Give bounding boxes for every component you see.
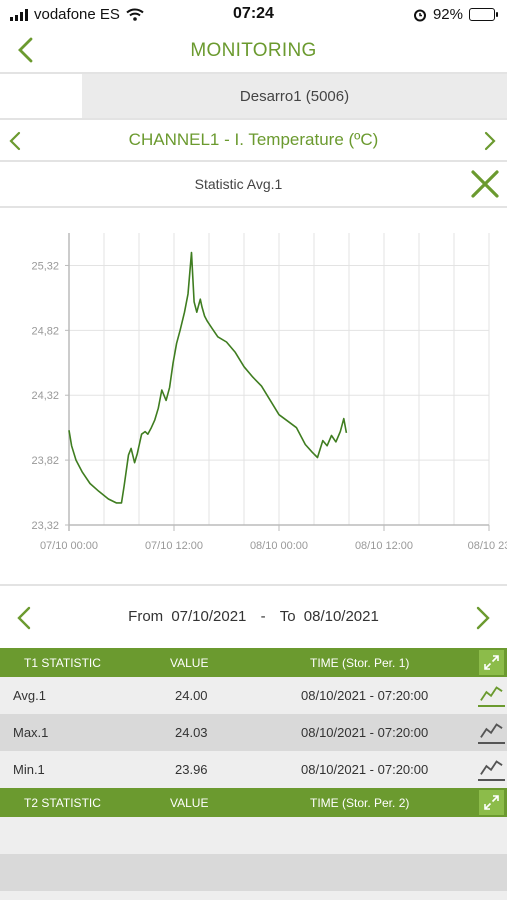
next-channel-icon[interactable]: [483, 131, 497, 151]
y-tick-label: 24,32: [31, 390, 59, 402]
chart: 25,32 24,82 24,32 23,82 23,32 07/10 00:00 07/1…: [0, 208, 507, 583]
channel-label: CHANNEL1 - I. Temperature (ºC): [128, 130, 379, 149]
statistic-label: Statistic Avg.1: [194, 176, 283, 192]
battery-icon: [469, 8, 498, 21]
page-title: MONITORING: [190, 40, 317, 61]
from-date[interactable]: 07/10/2021: [171, 608, 247, 625]
data-series-line: [68, 251, 348, 504]
from-label: From: [128, 608, 164, 625]
row-name: Max.1: [13, 725, 49, 740]
y-tick-label: 24,82: [31, 325, 59, 337]
table-row[interactable]: Avg.1 24.00 08/10/2021 - 07:20:00: [0, 677, 507, 714]
row-name: Avg.1: [13, 688, 47, 703]
table-row[interactable]: Min.1 23.96 08/10/2021 - 07:20:00: [0, 751, 507, 788]
signal-icon: [10, 8, 28, 21]
x-tick-label: 08/10 23: [468, 540, 507, 552]
t1-expand-button[interactable]: [479, 650, 504, 675]
range-separator: -: [260, 608, 266, 625]
table-row[interactable]: Max.1 24.03 08/10/2021 - 07:20:00: [0, 714, 507, 751]
t1-header-time: TIME (Stor. Per. 1): [310, 656, 410, 670]
table-row: [0, 854, 507, 891]
row-time: 08/10/2021 - 07:20:00: [301, 725, 429, 740]
row-value: 24.00: [175, 688, 208, 703]
channel-selector: CHANNEL1 - I. Temperature (ºC): [0, 120, 507, 162]
nav-header: MONITORING: [0, 30, 507, 72]
prev-date-icon[interactable]: [16, 606, 32, 630]
x-tick-label: 08/10 00:00: [250, 540, 308, 552]
t2-table-header: T2 STATISTIC VALUE TIME (Stor. Per. 2): [0, 788, 507, 817]
x-tick-label: 07/10 00:00: [40, 540, 98, 552]
carrier-name: vodafone ES: [34, 6, 120, 23]
device-selector-fill: [82, 74, 507, 118]
status-right: 92%: [413, 6, 498, 23]
expand-icon: [484, 655, 499, 670]
device-selector[interactable]: Desarro1 (5006): [0, 72, 507, 120]
to-date[interactable]: 08/10/2021: [303, 608, 379, 625]
status-left: vodafone ES: [10, 6, 144, 23]
y-tick-label: 23,82: [31, 455, 59, 467]
table-row: [0, 817, 507, 854]
alarm-icon: [413, 9, 426, 21]
y-tick-label: 23,32: [31, 520, 59, 532]
row-name: Min.1: [13, 762, 45, 777]
trend-chart-icon[interactable]: [478, 682, 505, 707]
to-label: To: [279, 608, 296, 625]
row-value: 23.96: [175, 762, 208, 777]
date-range-bar: From 07/10/2021 - To 08/10/2021: [0, 584, 507, 648]
next-date-icon[interactable]: [475, 606, 491, 630]
t2-header-name: T2 STATISTIC: [24, 796, 101, 810]
close-icon[interactable]: [470, 169, 500, 199]
y-tick-label: 25,32: [31, 260, 59, 272]
t2-expand-button[interactable]: [479, 790, 504, 815]
t1-table-header: T1 STATISTIC VALUE TIME (Stor. Per. 1): [0, 648, 507, 677]
statistic-bar: Statistic Avg.1: [0, 162, 507, 208]
trend-chart-icon[interactable]: [478, 719, 505, 744]
x-tick-label: 08/10 12:00: [355, 540, 413, 552]
t1-header-name: T1 STATISTIC: [24, 656, 101, 670]
t2-header-value: VALUE: [170, 796, 209, 810]
row-time: 08/10/2021 - 07:20:00: [301, 688, 429, 703]
date-range: From 07/10/2021 - To 08/10/2021: [0, 608, 507, 625]
table-row: [0, 891, 507, 900]
row-time: 08/10/2021 - 07:20:00: [301, 762, 429, 777]
battery-percent: 92%: [432, 6, 463, 23]
row-value: 24.03: [175, 725, 208, 740]
x-tick-label: 07/10 12:00: [145, 540, 203, 552]
device-label: Desarro1 (5006): [239, 88, 350, 105]
back-chevron-icon[interactable]: [14, 36, 38, 64]
prev-channel-icon[interactable]: [8, 131, 22, 151]
wifi-icon: [126, 8, 144, 21]
t2-header-time: TIME (Stor. Per. 2): [310, 796, 410, 810]
clock: 07:24: [233, 5, 274, 22]
trend-chart-icon[interactable]: [478, 756, 505, 781]
status-bar: vodafone ES 07:24 92%: [0, 0, 507, 30]
t1-header-value: VALUE: [170, 656, 209, 670]
temperature-chart: 25,32 24,82 24,32 23,82 23,32 07/10 00:00 07/1…: [31, 233, 507, 552]
expand-icon: [484, 795, 499, 810]
